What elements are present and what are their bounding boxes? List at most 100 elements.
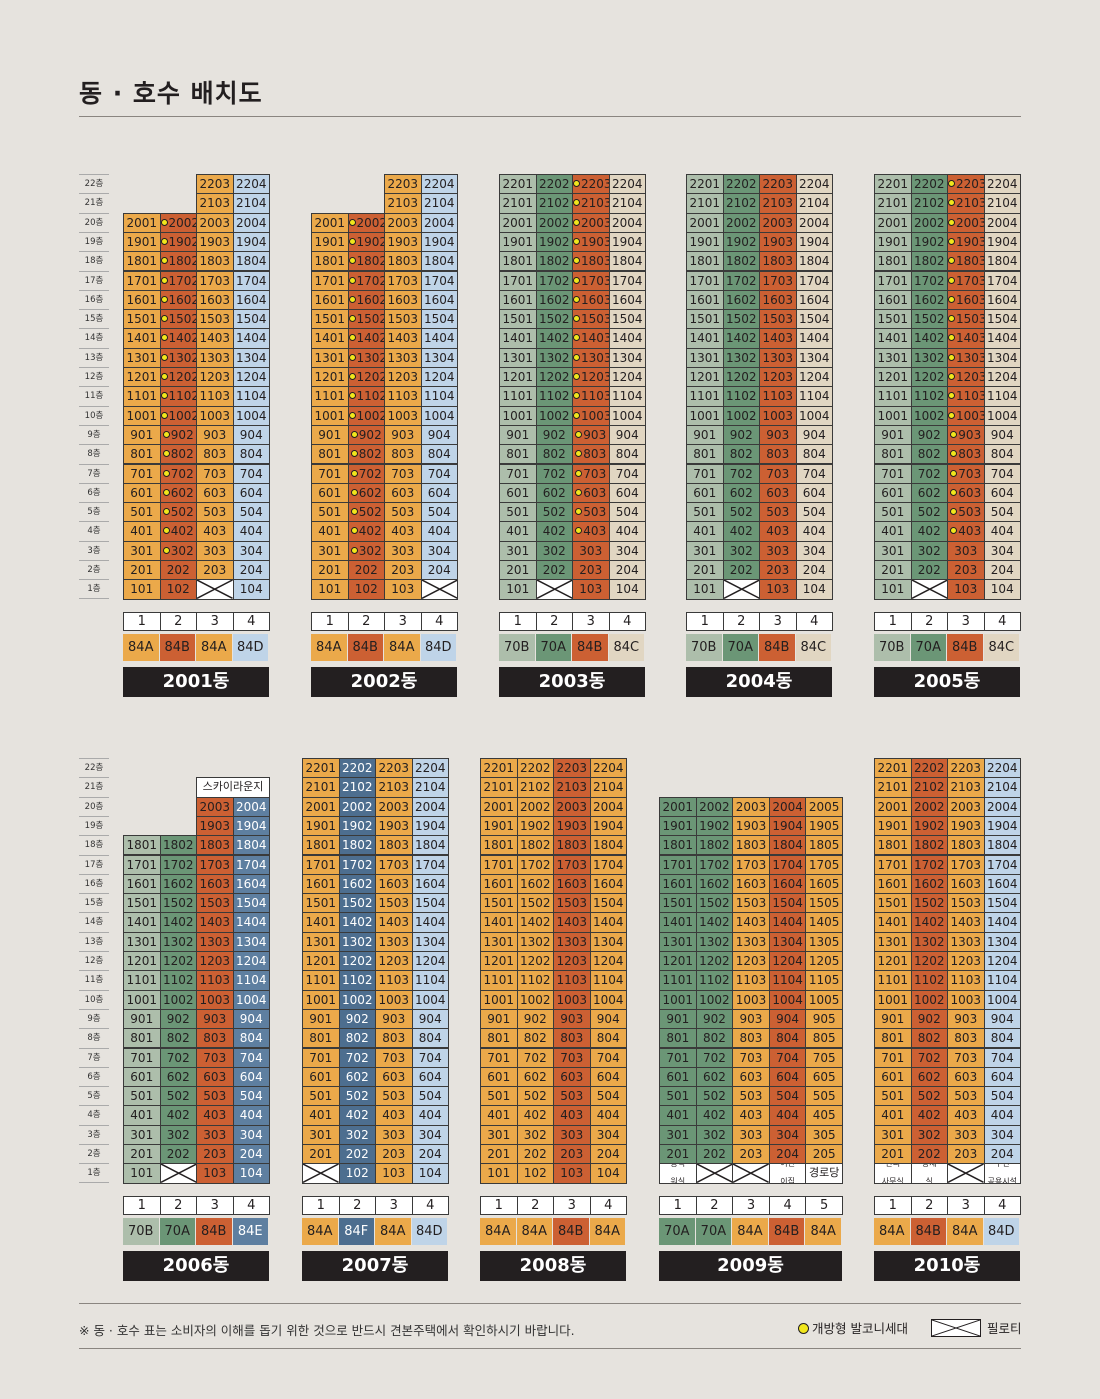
unit-cell: 1604	[983, 289, 1021, 311]
unit-cell: 402	[695, 1105, 734, 1126]
balcony-dot-icon	[948, 276, 955, 284]
floor-label: 22층	[79, 174, 109, 193]
unit-cell: 1904	[232, 815, 270, 837]
piloti-cell	[159, 1163, 197, 1184]
unit-type: 84A	[375, 1217, 412, 1245]
unit-cell: 1402	[535, 328, 573, 349]
unit-cell: 705	[805, 1047, 843, 1068]
unit-cell: 802	[347, 444, 385, 465]
unit-cell: 103	[572, 579, 610, 600]
unit-cell: 1302	[535, 347, 573, 368]
unit-cell: 1901	[659, 815, 697, 837]
unit-cell: 704	[232, 463, 270, 484]
unit-cell: 904	[589, 1008, 627, 1030]
unit-cell: 503	[384, 502, 422, 523]
piloti-cell	[695, 1163, 734, 1184]
unit-cell: 601	[686, 482, 724, 504]
building-name: 2008동	[480, 1250, 626, 1281]
unit-cell: 1604	[795, 289, 833, 311]
unit-cell: 1801	[123, 251, 161, 272]
unit-cell: 403	[196, 521, 234, 542]
unit-cell: 202	[695, 1144, 734, 1165]
unit-cell: 2002	[347, 212, 385, 233]
unit-cell: 505	[805, 1086, 843, 1107]
floor-label: 9층	[79, 424, 109, 444]
unit-cell: 1301	[480, 931, 518, 952]
unit-cell: 1201	[302, 951, 340, 972]
unit-cell: 204	[795, 560, 833, 581]
unit-cell: 1604	[983, 873, 1021, 895]
unit-cell: 2201	[686, 174, 724, 195]
unit-cell: 602	[722, 482, 760, 504]
line-number: 1	[874, 1195, 912, 1215]
balcony-dot-icon	[950, 527, 958, 535]
unit-cell: 304	[608, 540, 646, 561]
unit-cell: 302	[159, 1124, 197, 1145]
unit-cell: 603	[384, 482, 422, 504]
unit-cell: 1104	[795, 386, 833, 407]
unit-cell: 2103	[947, 777, 985, 798]
unit-cell: 804	[983, 1028, 1021, 1049]
unit-cell: 1604	[232, 873, 270, 895]
unit-cell: 1103	[947, 970, 985, 991]
unit-cell: 1303	[196, 931, 234, 952]
unit-cell: 1702	[910, 854, 948, 875]
unit-cell: 301	[480, 1124, 518, 1145]
balcony-dot-icon	[573, 334, 580, 342]
unit-type: 84B	[347, 633, 384, 661]
unit-cell: 202	[347, 560, 385, 581]
unit-cell: 704	[795, 463, 833, 484]
balcony-dot-icon	[350, 546, 358, 554]
unit-type: 84A	[311, 633, 348, 661]
unit-cell: 2003	[553, 796, 591, 817]
unit-cell: 904	[983, 424, 1021, 446]
line-number: 2	[159, 611, 197, 631]
unit-cell: 1603	[375, 873, 413, 895]
unit-cell: 1601	[874, 873, 912, 895]
balcony-dot-icon	[350, 430, 358, 438]
balcony-dot-icon	[348, 295, 356, 303]
unit-cell: 1502	[535, 309, 573, 330]
unit-cell: 404	[983, 1105, 1021, 1126]
unit-cell: 1402	[695, 912, 734, 933]
unit-cell: 1702	[516, 854, 554, 875]
unit-cell: 1105	[805, 970, 843, 991]
unit-cell: 1305	[805, 931, 843, 952]
balcony-dot-icon	[948, 373, 955, 380]
unit-type: 70A	[910, 633, 947, 661]
unit-cell: 301	[311, 540, 349, 561]
floor-label: 13층	[79, 931, 109, 951]
piloti-cell	[910, 579, 948, 600]
unit-cell: 101	[123, 1163, 161, 1184]
unit-cell: 702	[910, 1047, 948, 1068]
floor-label: 6층	[79, 1066, 109, 1086]
unit-cell: 203	[553, 1144, 591, 1165]
unit-cell: 1201	[874, 367, 912, 388]
unit-cell: 1804	[420, 251, 458, 272]
unit-cell: 1002	[722, 405, 760, 426]
line-number: 1	[311, 611, 349, 631]
unit-cell: 1504	[983, 309, 1021, 330]
line-number: 1	[480, 1195, 518, 1215]
unit-cell: 303	[947, 540, 985, 561]
unit-cell: 801	[659, 1028, 697, 1049]
unit-cell: 1003	[759, 405, 797, 426]
unit-cell: 1602	[347, 289, 385, 311]
balcony-dot-icon	[575, 469, 583, 477]
unit-cell: 502	[535, 502, 573, 523]
unit-cell: 703	[375, 1047, 413, 1068]
unit-cell: 1201	[499, 367, 537, 388]
unit-cell: 1101	[874, 970, 912, 991]
unit-cell: 204	[411, 1144, 449, 1165]
unit-cell: 901	[123, 1008, 161, 1030]
floor-label: 1층	[79, 579, 109, 599]
unit-cell: 1101	[302, 970, 340, 991]
unit-cell: 1603	[947, 873, 985, 895]
unit-cell: 1401	[686, 328, 724, 349]
unit-cell: 403	[196, 1105, 234, 1126]
unit-cell: 102	[347, 579, 385, 600]
unit-cell: 104	[232, 579, 270, 600]
balcony-dot-icon	[573, 199, 580, 207]
unit-cell: 1801	[659, 835, 697, 856]
balcony-dot-icon	[948, 353, 955, 361]
